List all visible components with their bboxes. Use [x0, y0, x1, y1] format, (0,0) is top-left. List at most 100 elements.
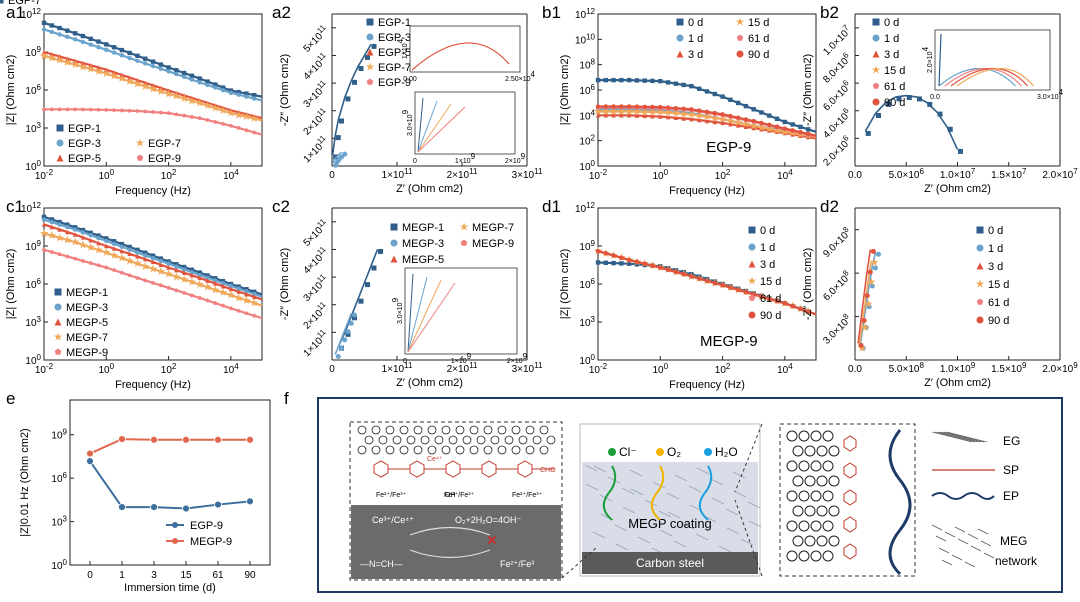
series-point: [88, 238, 93, 243]
data-point: [876, 112, 881, 118]
graphene-ring: [413, 425, 423, 435]
series-point: [782, 130, 788, 136]
series-point: [181, 270, 187, 275]
series-point: [174, 262, 179, 267]
series-point: [619, 113, 624, 118]
series-point: [181, 267, 187, 272]
fit-line: [334, 312, 353, 355]
series-point: ★: [241, 295, 251, 307]
plot-frame: [69, 399, 271, 566]
legend-marker: ★: [53, 332, 63, 344]
series-point: ★: [70, 59, 80, 71]
series-point: [189, 77, 195, 82]
series-point: ★: [671, 108, 681, 120]
x-tick-label: 2×1011: [447, 167, 478, 181]
series-point: [49, 217, 54, 222]
legend-marker: [676, 34, 684, 42]
series-point: [174, 112, 179, 117]
series-point: [236, 308, 241, 313]
x-tick-label: 10-2: [35, 168, 54, 182]
substrate-label: Carbon steel: [636, 556, 704, 570]
series-point: [244, 292, 249, 297]
legend-label: 61 d: [748, 33, 769, 45]
series-point: [798, 306, 803, 312]
chart-annotation: MEGP-9: [700, 333, 758, 350]
series-point: ★: [218, 287, 228, 299]
series-point: ★: [702, 111, 712, 123]
series-point: ★: [655, 107, 665, 119]
legend-marker: [748, 311, 756, 319]
legend-marker: [976, 244, 984, 252]
series-point: ★: [210, 103, 220, 115]
graphene-ring: [792, 505, 804, 517]
inset-tick: 0.0: [930, 94, 940, 101]
network-fibre: [710, 478, 724, 486]
series-point: [220, 88, 226, 93]
data-point: [872, 265, 878, 271]
series-point: [252, 291, 257, 297]
y-tick-label: 106: [51, 471, 67, 485]
series-point: [205, 117, 210, 122]
series-point: [228, 88, 234, 93]
series-point: [166, 265, 171, 270]
series-point: [41, 247, 47, 252]
series-point: [673, 115, 679, 121]
series-point: [228, 90, 234, 96]
series-point: [119, 270, 124, 275]
series-point: [135, 108, 140, 113]
series-point: [80, 60, 86, 66]
series-point: ★: [132, 78, 142, 90]
series-point: [689, 274, 694, 279]
data-point: [358, 66, 364, 72]
legend-label: 15 d: [748, 17, 769, 29]
series-line: [43, 232, 263, 307]
series-point: [57, 54, 62, 59]
meg-network-icon: [941, 559, 953, 566]
x-tick-label: 104: [223, 168, 239, 182]
series-point: ★: [140, 261, 150, 273]
series-point: [634, 104, 640, 109]
graphene-ring: [804, 475, 816, 487]
data-point: [371, 43, 377, 49]
series-point: [143, 109, 148, 114]
series-point: ★: [733, 117, 743, 129]
series-point: ★: [187, 276, 197, 288]
legend-label: EGP-1: [68, 123, 101, 135]
chart-b2: 0.0 5.0×106 1.0×107 1.5×107 2.0×107 2.0×1064.…: [802, 13, 1078, 195]
series-point: [174, 264, 179, 269]
series-point: [634, 113, 640, 118]
legend-marker: [872, 82, 880, 89]
legend-marker: ★: [871, 65, 881, 77]
series-point: [619, 261, 624, 266]
carbon-steel-layer: [582, 552, 758, 574]
arrow-icon: [409, 549, 491, 559]
series-point: [697, 117, 702, 123]
series-point: [143, 250, 148, 255]
graphene-ring: [462, 435, 472, 445]
series-point: [57, 227, 62, 232]
data-point: [246, 435, 254, 444]
inset-curve: [417, 106, 466, 153]
series-point: [681, 106, 686, 111]
series-point: ★: [148, 83, 158, 95]
fe-label: Fe²⁺/Fe³⁺: [512, 492, 543, 499]
series-point: ★: [156, 86, 166, 98]
y-tick-label: 4×1011: [299, 50, 331, 82]
series-point: [80, 230, 86, 235]
x-tick-label: 102: [161, 168, 177, 182]
series-point: [96, 233, 101, 238]
legend-marker: [976, 316, 984, 324]
series-point: ★: [148, 263, 158, 275]
legend-marker: ★: [747, 276, 757, 288]
graphene-ring: [441, 425, 451, 435]
series-point: [704, 109, 710, 115]
benzene-ring: [843, 462, 857, 479]
series-point: ★: [241, 111, 251, 123]
series-point: [759, 110, 764, 115]
graphene-ring: [786, 460, 798, 472]
series-point: ★: [686, 109, 696, 121]
legend-marker: [366, 78, 374, 85]
graphene-ring: [798, 430, 810, 442]
series-point: [150, 59, 156, 64]
inset-tick: 3.0×109: [401, 109, 414, 136]
